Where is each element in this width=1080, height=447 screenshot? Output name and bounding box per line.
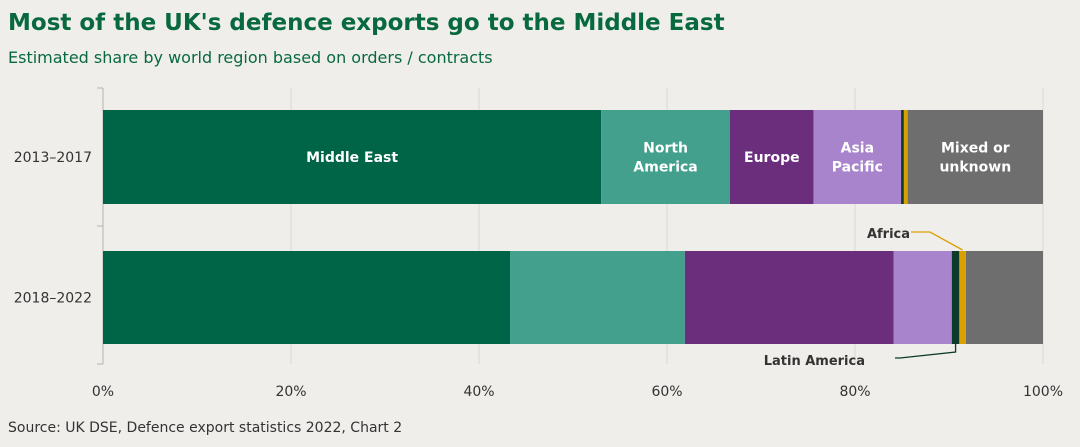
bar-segment-latin-america (951, 251, 960, 344)
x-tick-labels: 0% 20% 40% 60% 80% 100% (92, 384, 1063, 400)
bar-segment-africa (903, 110, 908, 204)
bar-segment-europe (729, 110, 814, 204)
category-labels: 2013–2017 2018–2022 (14, 150, 92, 307)
segment-label: Middle East (306, 150, 398, 166)
category-label: 2018–2022 (14, 291, 92, 307)
category-label: 2013–2017 (14, 150, 92, 166)
africa-leader-line (911, 231, 963, 251)
bar-segment-middle-east (103, 110, 602, 204)
x-tick-label: 60% (651, 384, 682, 400)
bar-segment-north-america (510, 251, 685, 344)
x-tick-label: 20% (275, 384, 306, 400)
chart-title: Most of the UK's defence exports go to t… (8, 10, 725, 36)
segment-label: Mixed or unknown (939, 141, 1011, 176)
annotations: Africa Latin America (764, 227, 963, 369)
bar-segment-europe (684, 251, 894, 344)
segment-label: Asia Pacific (832, 141, 883, 176)
x-tick-label: 100% (1023, 384, 1063, 400)
bar-segment-middle-east (103, 251, 511, 344)
source-note: Source: UK DSE, Defence export statistic… (8, 420, 403, 436)
segment-label: Europe (744, 150, 800, 166)
africa-annotation: Africa (867, 227, 910, 242)
x-tick-label: 80% (839, 384, 870, 400)
bar-segment-latin-america (901, 110, 904, 204)
bar-segment-asia-pacific (813, 110, 902, 204)
chart-subtitle: Estimated share by world region based on… (8, 48, 493, 67)
bar-segment-mixed-or-unknown (965, 251, 1043, 344)
x-tick-label: 40% (463, 384, 494, 400)
bar-segment-asia-pacific (893, 251, 952, 344)
latin-america-leader-line (895, 344, 957, 359)
latin-america-annotation: Latin America (764, 354, 865, 369)
bar-segment-africa (959, 251, 966, 344)
segment-label: North America (633, 141, 697, 176)
x-tick-label: 0% (92, 384, 114, 400)
bar-segment-north-america (601, 110, 730, 204)
bar-segment-mixed-or-unknown (907, 110, 1043, 204)
bars: Middle East North America Europe Asia Pacific… (103, 110, 1043, 344)
